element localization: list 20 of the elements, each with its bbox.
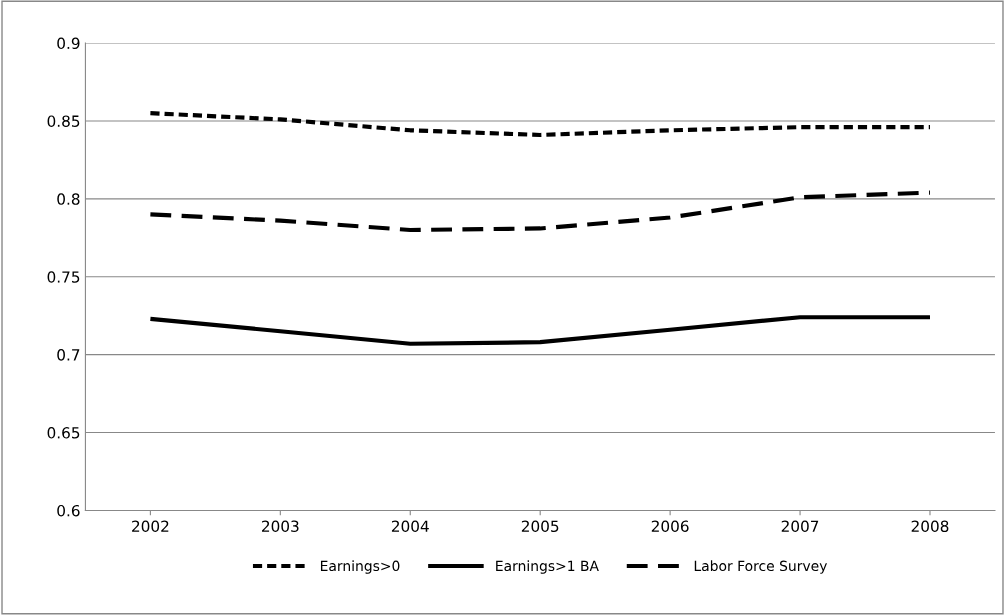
x-tick-label: 2004	[391, 520, 429, 532]
legend-label: Earnings>0	[320, 560, 400, 574]
y-tick-label: 0.85	[47, 115, 80, 127]
x-tick-label: 2007	[781, 520, 819, 532]
y-tick-label: 0.8	[57, 193, 80, 205]
y-tick-label: 0.65	[47, 427, 80, 439]
x-tick-label: 2002	[132, 520, 169, 532]
line-series	[148, 111, 933, 138]
x-tick-label: 2003	[262, 520, 299, 532]
line-series	[148, 190, 933, 233]
y-tick-label: 0.7	[57, 349, 80, 361]
y-tick-label: 0.6	[57, 504, 80, 517]
x-tick-label: 2008	[911, 520, 949, 532]
y-tick-label: 0.9	[57, 37, 80, 50]
x-tick-label: 2006	[651, 520, 689, 532]
legend-label: Labor Force Survey	[694, 560, 827, 574]
legend-label: Earnings>1 BA	[496, 560, 599, 574]
x-tick-label: 2005	[521, 520, 559, 532]
y-tick-label: 0.75	[47, 271, 80, 283]
line-series	[148, 315, 933, 346]
